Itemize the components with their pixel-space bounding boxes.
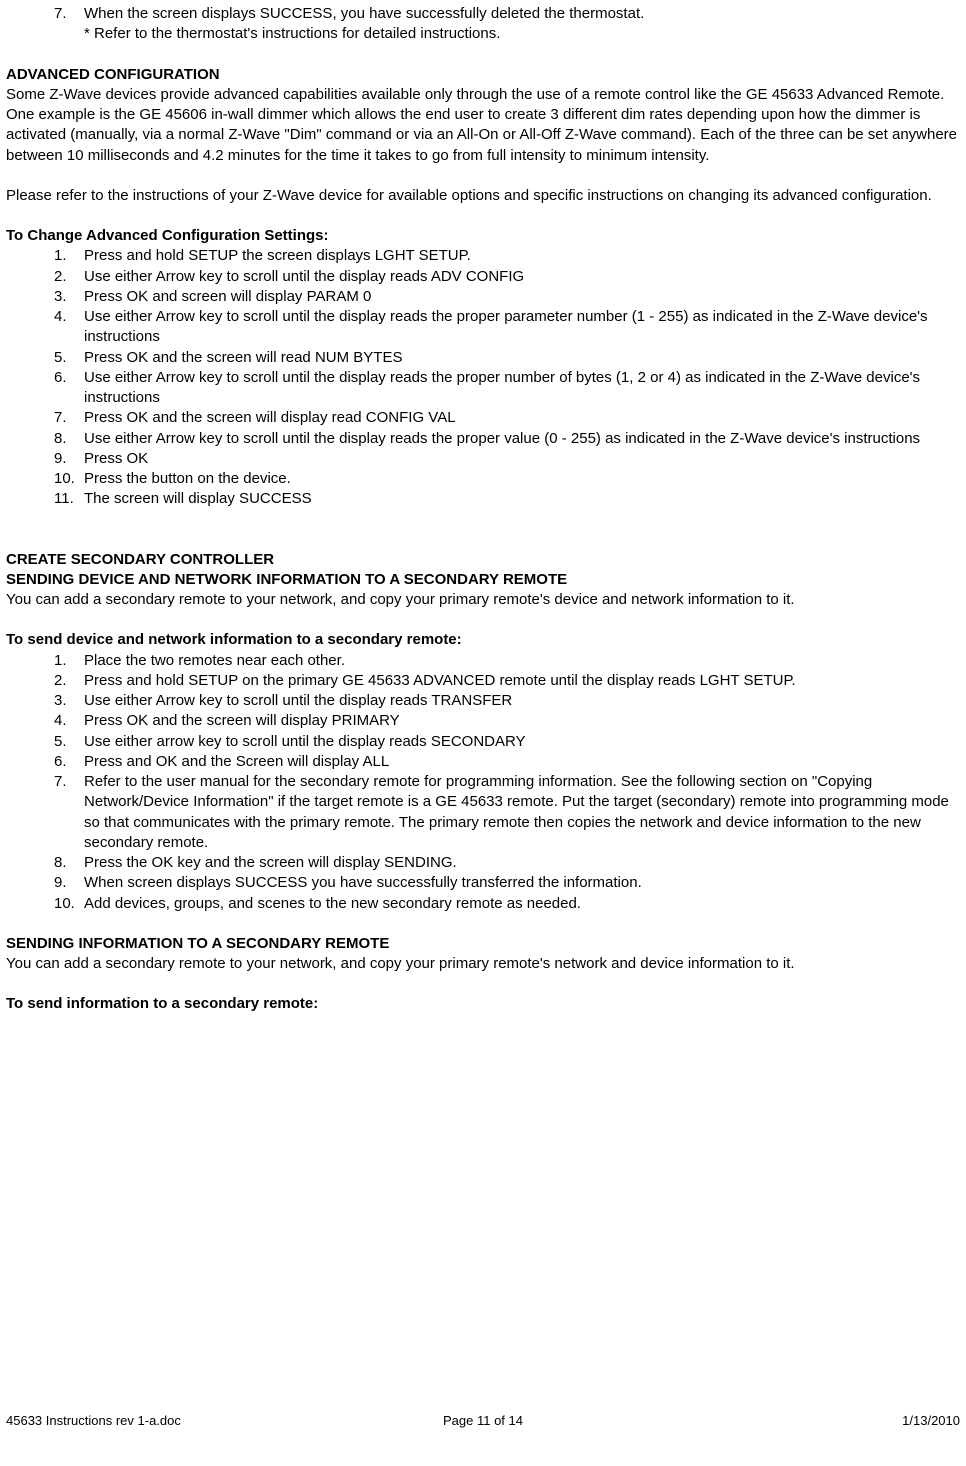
list-item: 9. When screen displays SUCCESS you have… [6,873,960,893]
subsection-heading: To send information to a secondary remot… [6,994,960,1014]
list-text: Press OK and the screen will display rea… [84,408,960,428]
list-item: 9. Press OK [6,449,960,469]
list-number: 7. [54,4,84,24]
list-number: 4. [54,307,84,348]
list-number: 5. [54,348,84,368]
list-item: 3. Use either Arrow key to scroll until … [6,691,960,711]
list-text: Use either arrow key to scroll until the… [84,732,960,752]
spacer [6,914,960,934]
list-item: 5. Press OK and the screen will read NUM… [6,348,960,368]
list-text: Press OK [84,449,960,469]
section-heading: CREATE SECONDARY CONTROLLER [6,550,960,570]
list-text: Press OK and the screen will read NUM BY… [84,348,960,368]
spacer [6,974,960,994]
paragraph: You can add a secondary remote to your n… [6,590,960,610]
document-body: 7. When the screen displays SUCCESS, you… [6,0,960,1015]
list-item: 10. Press the button on the device. [6,469,960,489]
list-text: Press the OK key and the screen will dis… [84,853,960,873]
list-text: Press and hold SETUP on the primary GE 4… [84,671,960,691]
list-number: 4. [54,711,84,731]
list-number: 9. [54,873,84,893]
list-number: 5. [54,732,84,752]
list-number: 6. [54,752,84,772]
spacer [6,166,960,186]
list-text: Press OK and the screen will display PRI… [84,711,960,731]
list-number: 2. [54,267,84,287]
list-item: 11. The screen will display SUCCESS [6,489,960,509]
list-number: 7. [54,408,84,428]
list-item: 4. Press OK and the screen will display … [6,711,960,731]
subsection-heading: To Change Advanced Configuration Setting… [6,226,960,246]
list-text: Place the two remotes near each other. [84,651,960,671]
list-text: The screen will display SUCCESS [84,489,960,509]
note-text: * Refer to the thermostat's instructions… [6,24,960,44]
section-heading: SENDING INFORMATION TO A SECONDARY REMOT… [6,934,960,954]
list-number: 3. [54,691,84,711]
list-item: 3. Press OK and screen will display PARA… [6,287,960,307]
list-number: 8. [54,853,84,873]
list-item: 2. Use either Arrow key to scroll until … [6,267,960,287]
list-text: When the screen displays SUCCESS, you ha… [84,4,960,24]
footer-page-number: Page 11 of 14 [324,1412,642,1430]
footer-date: 1/13/2010 [642,1412,960,1430]
list-text: Use either Arrow key to scroll until the… [84,267,960,287]
list-text: Use either Arrow key to scroll until the… [84,307,960,348]
list-item: 2. Press and hold SETUP on the primary G… [6,671,960,691]
list-item: 8. Press the OK key and the screen will … [6,853,960,873]
list-item: 1. Place the two remotes near each other… [6,651,960,671]
list-text: Use either Arrow key to scroll until the… [84,429,960,449]
list-text: Refer to the user manual for the seconda… [84,772,960,853]
footer-filename: 45633 Instructions rev 1-a.doc [6,1412,324,1430]
spacer [6,45,960,65]
section-heading: ADVANCED CONFIGURATION [6,65,960,85]
subsection-heading: SENDING DEVICE AND NETWORK INFORMATION T… [6,570,960,590]
list-number: 1. [54,246,84,266]
list-text: Use either Arrow key to scroll until the… [84,368,960,409]
list-item: 5. Use either arrow key to scroll until … [6,732,960,752]
spacer [6,510,960,530]
list-number: 7. [54,772,84,853]
list-item: 6. Press and OK and the Screen will disp… [6,752,960,772]
list-item: 6. Use either Arrow key to scroll until … [6,368,960,409]
list-item: 8. Use either Arrow key to scroll until … [6,429,960,449]
list-item: 7. Press OK and the screen will display … [6,408,960,428]
paragraph: Please refer to the instructions of your… [6,186,960,206]
paragraph: You can add a secondary remote to your n… [6,954,960,974]
list-number: 10. [54,894,84,914]
list-text: Press and OK and the Screen will display… [84,752,960,772]
list-number: 1. [54,651,84,671]
list-number: 3. [54,287,84,307]
list-item: 7. Refer to the user manual for the seco… [6,772,960,853]
list-text: Press and hold SETUP the screen displays… [84,246,960,266]
subsection-heading: To send device and network information t… [6,630,960,650]
list-text: When screen displays SUCCESS you have su… [84,873,960,893]
spacer [6,206,960,226]
list-number: 2. [54,671,84,691]
list-text: Press OK and screen will display PARAM 0 [84,287,960,307]
list-number: 6. [54,368,84,409]
paragraph: Some Z-Wave devices provide advanced cap… [6,85,960,166]
spacer [6,610,960,630]
list-text: Press the button on the device. [84,469,960,489]
list-number: 8. [54,429,84,449]
list-text: Add devices, groups, and scenes to the n… [84,894,960,914]
page-footer: 45633 Instructions rev 1-a.doc Page 11 o… [6,1412,960,1430]
list-item: 1. Press and hold SETUP the screen displ… [6,246,960,266]
list-item: 7. When the screen displays SUCCESS, you… [6,4,960,24]
list-text: Use either Arrow key to scroll until the… [84,691,960,711]
list-item: 10. Add devices, groups, and scenes to t… [6,894,960,914]
list-item: 4. Use either Arrow key to scroll until … [6,307,960,348]
list-number: 11. [54,489,84,509]
spacer [6,530,960,550]
list-number: 10. [54,469,84,489]
list-number: 9. [54,449,84,469]
